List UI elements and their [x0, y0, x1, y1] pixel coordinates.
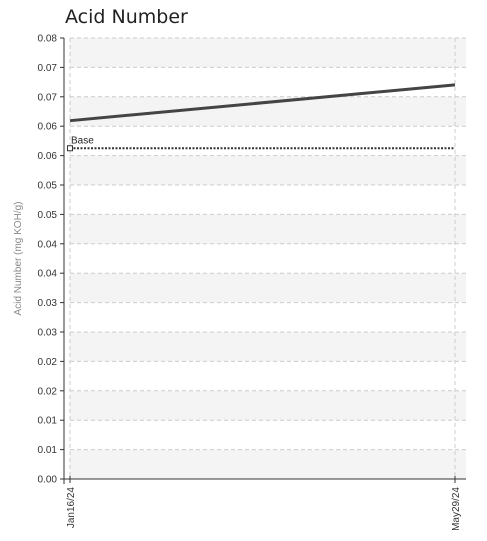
y-tick-label: 0.04 — [38, 269, 58, 280]
y-tick-label: 0.06 — [38, 151, 58, 162]
y-axis-ticks: 0.00 0.01 0.01 0.02 0.02 0.03 0.03 0.04 0.04 0.05… — [38, 34, 64, 486]
y-tick-label: 0.04 — [38, 239, 58, 250]
series-line — [69, 83, 456, 123]
y-tick-label: 0.05 — [38, 210, 58, 221]
x-tick-label: May29/24 — [451, 487, 462, 531]
baseline-marker — [67, 145, 73, 152]
x-tick-label: Jan16/24 — [66, 487, 77, 529]
x-axis-ticks: Jan16/24 May29/24 — [66, 476, 462, 531]
plot-band — [70, 273, 466, 303]
plot-band — [70, 449, 466, 479]
y-tick-label: 0.07 — [38, 63, 58, 74]
y-tick-label: 0.06 — [38, 122, 58, 133]
baseline-label: Base — [71, 135, 94, 146]
plot-band — [70, 38, 466, 68]
y-tick-label: 0.00 — [38, 475, 58, 486]
plot-band — [70, 390, 466, 421]
plot-band — [70, 155, 466, 185]
y-axis-title: Acid Number (mg KOH/g) — [13, 202, 24, 316]
y-tick-label: 0.08 — [38, 34, 58, 45]
vertical-gridlines — [69, 38, 456, 479]
y-tick-label: 0.03 — [38, 298, 58, 309]
plot-band — [70, 214, 466, 244]
chart-title: Acid Number — [65, 6, 188, 28]
y-tick-label: 0.02 — [38, 386, 58, 397]
y-tick-label: 0.07 — [38, 92, 58, 103]
y-tick-label: 0.01 — [38, 445, 58, 456]
y-tick-label: 0.02 — [38, 357, 58, 368]
y-tick-label: 0.01 — [38, 416, 58, 427]
plot-band — [70, 332, 466, 362]
y-tick-label: 0.03 — [38, 328, 58, 339]
y-tick-label: 0.05 — [38, 181, 58, 192]
plot-bands — [70, 38, 466, 479]
